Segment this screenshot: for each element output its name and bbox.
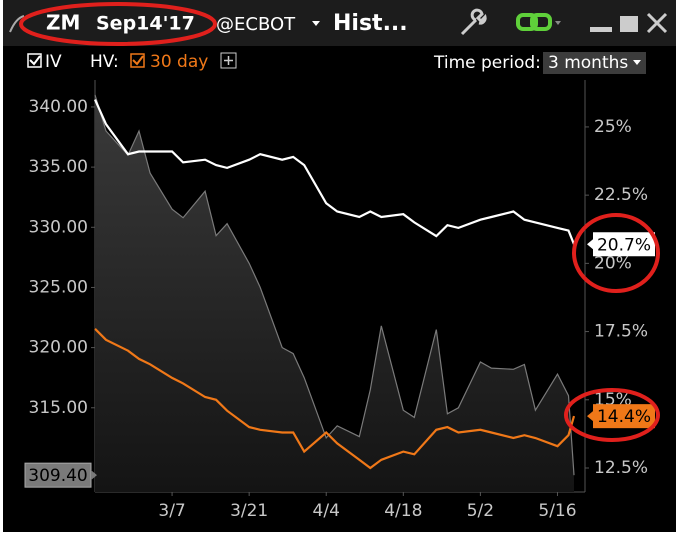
settings-icon[interactable] [460, 8, 487, 36]
end-label-pointer [587, 239, 593, 250]
y2-tick-label: 20% [594, 253, 632, 273]
y-tick-label: 340.00 [29, 97, 88, 117]
x-tick-label: 4/18 [384, 501, 422, 521]
y-tick-label: 335.00 [29, 157, 88, 177]
end-label-box [593, 404, 655, 429]
end-label-text: 309.40 [28, 466, 87, 486]
y-tick-label: 315.00 [29, 398, 88, 418]
period-dropdown[interactable] [543, 52, 646, 74]
maximize-button[interactable] [620, 16, 638, 32]
symbol: ZM [46, 11, 80, 35]
x-tick-label: 5/2 [467, 501, 494, 521]
x-tick-label: 4/4 [313, 501, 340, 521]
window-title: Hist... [333, 11, 408, 36]
area-fill [95, 94, 574, 492]
y2-tick-label: 25% [594, 117, 632, 137]
link-caret[interactable] [555, 21, 561, 25]
x-tick-label: 3/21 [230, 501, 268, 521]
link-group-icon[interactable] [516, 13, 552, 31]
end-label-pointer [587, 411, 593, 422]
exchange[interactable]: @ECBOT [216, 14, 296, 35]
period-caret[interactable] [633, 60, 641, 65]
end-label-text: 20.7% [597, 235, 651, 255]
hv-period[interactable]: 30 day [150, 52, 208, 72]
exchange-caret[interactable] [312, 21, 320, 26]
highlight-ellipse [572, 213, 660, 293]
add-icon [224, 56, 233, 65]
price-line [94, 94, 575, 476]
end-label-pointer [91, 470, 97, 481]
highlight-ellipse [564, 388, 660, 442]
y2-tick-label: 17.5% [594, 322, 648, 342]
series-line [93, 99, 576, 245]
end-label-text: 14.4% [597, 407, 651, 427]
end-label: 309.40 [24, 462, 97, 488]
hv-label: HV: [90, 52, 119, 72]
y-tick-label: 330.00 [29, 217, 88, 237]
x-tick-label: 5/16 [538, 501, 576, 521]
end-label-box [593, 232, 655, 257]
hv-check [132, 55, 144, 66]
end-label: 14.4% [587, 404, 655, 429]
y-tick-label: 325.00 [29, 277, 88, 297]
x-tick-label: 3/7 [158, 501, 185, 521]
end-label-box [24, 462, 92, 488]
y2-tick-label: 22.5% [594, 185, 648, 205]
y2-tick-label: 12.5% [594, 458, 648, 478]
minimize-button[interactable] [590, 27, 612, 32]
highlight-ellipse [19, 2, 217, 46]
period-value[interactable]: 3 months [548, 53, 628, 73]
link-icon[interactable] [9, 15, 25, 33]
iv-label: IV [45, 52, 62, 72]
y-tick-label: 320.00 [29, 338, 88, 358]
iv-checkbox[interactable] [27, 53, 42, 68]
hv-checkbox[interactable] [130, 53, 145, 68]
series-line [94, 328, 576, 470]
iv-check [29, 55, 41, 66]
title-bar [3, 0, 676, 46]
add-button[interactable] [220, 52, 237, 69]
end-label: 20.7% [587, 232, 655, 257]
contract: Sep14'17 [96, 13, 195, 35]
period-label: Time period: [433, 53, 541, 73]
close-button[interactable] [646, 12, 668, 34]
